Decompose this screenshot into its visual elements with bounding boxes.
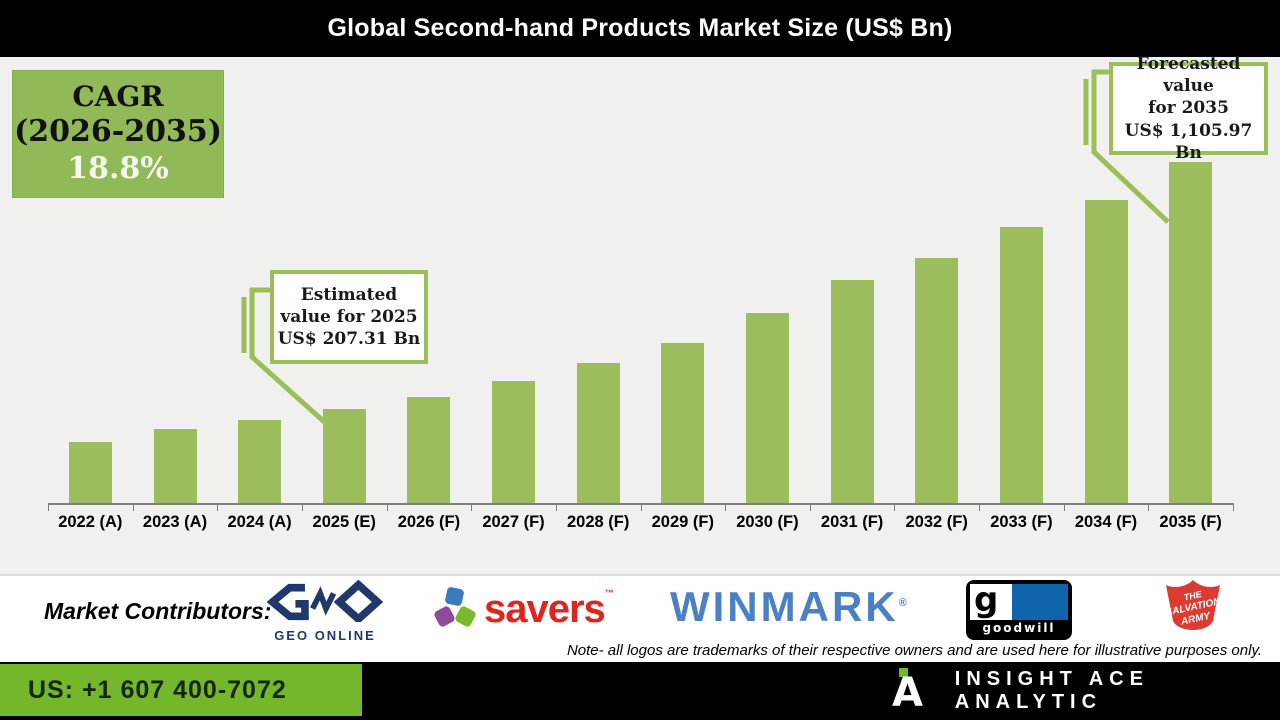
footer-bar: US: +1 607 400-7072 A INSIGHT ACE ANALYT… bbox=[0, 662, 1280, 720]
x-axis-label: 2033 (F) bbox=[990, 513, 1053, 531]
estimated-line-3: US$ 207.31 Bn bbox=[277, 329, 421, 350]
cagr-heading: CAGR bbox=[72, 80, 164, 114]
salvation-army-logo: THE SALVATION ARMY bbox=[1152, 578, 1234, 643]
x-axis bbox=[48, 503, 1234, 505]
x-axis-label: 2030 (F) bbox=[736, 513, 799, 531]
bar-2033-f- bbox=[999, 227, 1043, 503]
geo-online-wordmark: GEO ONLINE bbox=[274, 628, 376, 643]
axis-tick bbox=[471, 505, 473, 511]
cagr-value: 18.8% bbox=[67, 151, 169, 187]
bar-2023-a- bbox=[153, 429, 197, 503]
axis-tick bbox=[725, 505, 727, 511]
winmark-logo: WINMARK® bbox=[670, 583, 907, 630]
goodwill-wordmark: goodwill bbox=[982, 621, 1056, 635]
bar-2029-f- bbox=[661, 343, 705, 503]
bar-2022-a- bbox=[68, 442, 112, 503]
svg-text:THE: THE bbox=[1183, 589, 1204, 603]
chart-area: CAGR (2026-2035) 18.8% Estimated value f… bbox=[0, 54, 1280, 576]
bar-2026-f- bbox=[407, 397, 451, 503]
axis-tick bbox=[555, 505, 557, 511]
bar-2024-a- bbox=[238, 420, 282, 503]
x-axis-label: 2035 (F) bbox=[1159, 513, 1222, 531]
title-bar: Global Second-hand Products Market Size … bbox=[0, 0, 1280, 57]
estimated-value-box: Estimated value for 2025 US$ 207.31 Bn bbox=[270, 270, 428, 364]
axis-tick bbox=[979, 505, 980, 511]
estimated-line-2: value for 2025 bbox=[280, 306, 418, 327]
trademark-note: Note- all logos are trademarks of their … bbox=[566, 642, 1262, 659]
x-axis-label: 2031 (F) bbox=[820, 513, 884, 531]
axis-tick bbox=[809, 505, 811, 511]
trademark-symbol: ™ bbox=[604, 588, 614, 598]
axis-tick bbox=[132, 505, 134, 511]
bar-2030-f- bbox=[745, 313, 789, 503]
contributors-band: Market Contributors: GEO ONLINE savers™ … bbox=[0, 576, 1280, 662]
brand-block: A INSIGHT ACE ANALYTIC bbox=[890, 662, 1280, 720]
axis-tick bbox=[894, 505, 896, 511]
x-axis-label: 2029 (F) bbox=[651, 513, 714, 531]
phone-number: US: +1 607 400-7072 bbox=[28, 675, 287, 704]
axis-tick bbox=[640, 505, 642, 511]
bar-2025-e- bbox=[322, 409, 366, 503]
x-axis-label: 2022 (A) bbox=[58, 513, 123, 531]
forecasted-line-2: for 2035 bbox=[1148, 98, 1229, 119]
x-axis-label: 2023 (A) bbox=[142, 513, 208, 531]
goodwill-g-glyph: g bbox=[974, 584, 999, 620]
axis-tick bbox=[217, 505, 219, 511]
axis-tick bbox=[1148, 505, 1150, 511]
goodwill-logo: g goodwill bbox=[966, 580, 1072, 640]
logo-green-dot bbox=[899, 668, 908, 677]
registered-symbol: ® bbox=[898, 597, 907, 609]
bar-2032-f- bbox=[915, 258, 959, 503]
bar-2031-f- bbox=[830, 280, 874, 503]
salvation-army-shield-icon: THE SALVATION ARMY bbox=[1165, 580, 1222, 630]
cagr-range: (2026-2035) bbox=[14, 114, 222, 150]
recycle-icon bbox=[433, 586, 478, 632]
forecasted-line-3: US$ 1,105.97 Bn bbox=[1124, 120, 1253, 163]
insight-ace-logo-icon: A bbox=[890, 666, 929, 716]
bar-2034-f- bbox=[1084, 200, 1128, 503]
axis-tick bbox=[1233, 505, 1234, 511]
forecasted-value-box: Forecasted value for 2035 US$ 1,105.97 B… bbox=[1109, 54, 1268, 163]
x-axis-label: 2032 (F) bbox=[905, 513, 968, 531]
x-axis-label: 2026 (F) bbox=[397, 513, 461, 531]
savers-wordmark: savers™ bbox=[484, 587, 614, 631]
axis-tick bbox=[386, 505, 388, 511]
forecasted-line-1: Forecasted value bbox=[1136, 54, 1241, 97]
geo-online-icon bbox=[266, 579, 384, 625]
chart-title: Global Second-hand Products Market Size … bbox=[327, 14, 953, 42]
axis-tick bbox=[48, 505, 49, 511]
estimated-line-1: Estimated bbox=[300, 284, 398, 305]
x-axis-label: 2028 (F) bbox=[567, 513, 630, 531]
x-axis-label: 2025 (E) bbox=[312, 513, 376, 531]
axis-tick bbox=[301, 505, 303, 511]
x-axis-label: 2027 (F) bbox=[482, 513, 545, 531]
cagr-box: CAGR (2026-2035) 18.8% bbox=[12, 70, 224, 198]
axis-tick bbox=[1063, 505, 1065, 511]
savers-logo: savers™ bbox=[433, 586, 614, 632]
contributors-label: Market Contributors: bbox=[44, 598, 272, 624]
bar-2028-f- bbox=[576, 363, 620, 503]
logo-letter-a: A bbox=[892, 670, 923, 716]
brand-name: INSIGHT ACE ANALYTIC bbox=[954, 668, 1149, 713]
phone-block: US: +1 607 400-7072 bbox=[0, 664, 362, 716]
x-axis-label: 2034 (F) bbox=[1074, 513, 1138, 531]
bar-2035-f- bbox=[1169, 162, 1213, 503]
geo-online-logo: GEO ONLINE bbox=[260, 579, 390, 643]
bar-2027-f- bbox=[492, 381, 535, 503]
goodwill-face-icon: g bbox=[970, 584, 1068, 620]
x-axis-label: 2024 (A) bbox=[227, 513, 292, 531]
